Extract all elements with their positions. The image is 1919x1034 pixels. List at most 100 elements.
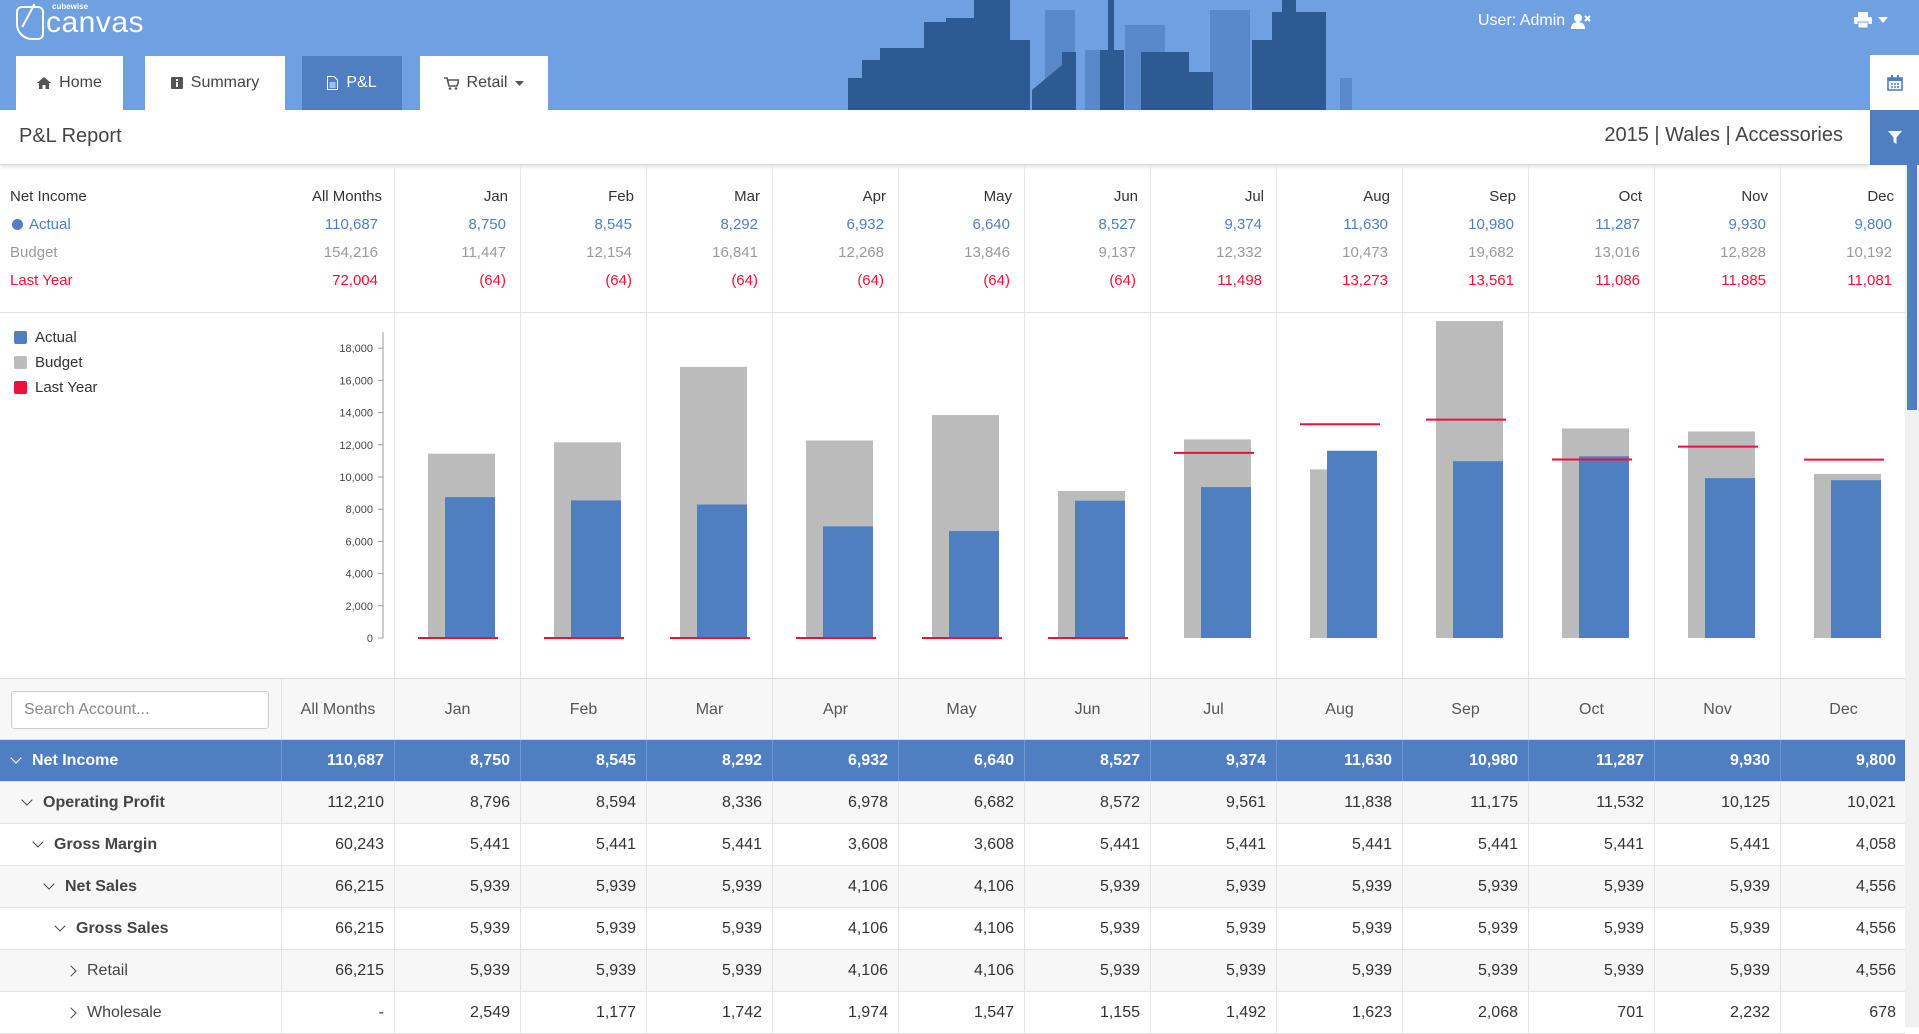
grid-month-cell[interactable]: 5,939 <box>1276 950 1402 991</box>
grid-row[interactable]: Gross Margin 60,243 5,441 5,441 5,441 3,608 3,… <box>0 824 1905 866</box>
grid-month-cell[interactable]: 5,441 <box>520 824 646 865</box>
grid-month-cell[interactable]: 1,623 <box>1276 992 1402 1033</box>
vertical-scrollbar[interactable] <box>1905 165 1919 1027</box>
grid-row[interactable]: Retail 66,215 5,939 5,939 5,939 4,106 4,106 5,9… <box>0 950 1905 992</box>
grid-month-cell[interactable]: 5,939 <box>1654 866 1780 907</box>
chevron-down-icon[interactable] <box>54 920 66 932</box>
actual-bar[interactable] <box>1075 500 1125 638</box>
actual-bar[interactable] <box>1831 480 1881 638</box>
grid-month-cell[interactable]: 5,441 <box>1654 824 1780 865</box>
grid-month-cell[interactable]: 5,441 <box>1528 824 1654 865</box>
actual-bar[interactable] <box>1705 478 1755 638</box>
grid-month-cell[interactable]: 1,492 <box>1150 992 1276 1033</box>
grid-month-cell[interactable]: 5,939 <box>1528 866 1654 907</box>
grid-month-cell[interactable]: 5,939 <box>1150 866 1276 907</box>
grid-month-cell[interactable]: 5,939 <box>520 908 646 949</box>
grid-month-cell[interactable]: 1,974 <box>772 992 898 1033</box>
grid-total-cell[interactable]: 66,215 <box>281 908 394 949</box>
grid-month-cell[interactable]: 5,939 <box>1528 950 1654 991</box>
grid-month-cell[interactable]: 5,939 <box>394 950 520 991</box>
grid-month-cell[interactable]: 5,939 <box>1654 950 1780 991</box>
grid-month-cell[interactable]: 5,939 <box>1024 908 1150 949</box>
grid-month-cell[interactable]: 11,532 <box>1528 782 1654 823</box>
chevron-down-icon[interactable] <box>10 752 22 764</box>
grid-month-cell[interactable]: 8,750 <box>394 740 520 781</box>
summary-row-label-text[interactable]: Actual <box>29 216 71 233</box>
grid-month-cell[interactable]: 8,594 <box>520 782 646 823</box>
grid-month-cell[interactable]: 2,549 <box>394 992 520 1033</box>
grid-month-cell[interactable]: 8,527 <box>1024 740 1150 781</box>
filter-button[interactable] <box>1870 110 1919 165</box>
grid-month-cell[interactable]: 5,939 <box>646 866 772 907</box>
grid-month-cell[interactable]: 678 <box>1780 992 1906 1033</box>
grid-month-cell[interactable]: 5,939 <box>646 950 772 991</box>
grid-month-cell[interactable]: 11,287 <box>1528 740 1654 781</box>
grid-month-cell[interactable]: 1,155 <box>1024 992 1150 1033</box>
grid-month-cell[interactable]: 4,106 <box>898 908 1024 949</box>
grid-month-cell[interactable]: 4,556 <box>1780 950 1906 991</box>
grid-month-cell[interactable]: 701 <box>1528 992 1654 1033</box>
grid-month-cell[interactable]: 8,545 <box>520 740 646 781</box>
actual-bar[interactable] <box>1453 461 1503 638</box>
chevron-down-icon[interactable] <box>43 878 55 890</box>
grid-month-cell[interactable]: 8,336 <box>646 782 772 823</box>
grid-month-cell[interactable]: 5,939 <box>1024 950 1150 991</box>
grid-total-cell[interactable]: 66,215 <box>281 950 394 991</box>
grid-month-cell[interactable]: 4,556 <box>1780 908 1906 949</box>
grid-month-cell[interactable]: 1,177 <box>520 992 646 1033</box>
user-menu[interactable]: User: Admin <box>1478 12 1591 30</box>
tab-summary[interactable]: Summary <box>145 56 285 110</box>
grid-month-cell[interactable]: 5,441 <box>1276 824 1402 865</box>
grid-month-cell[interactable]: 5,939 <box>394 908 520 949</box>
actual-bar[interactable] <box>823 526 873 638</box>
grid-month-cell[interactable]: 5,939 <box>1024 866 1150 907</box>
chevron-right-icon[interactable] <box>65 964 77 977</box>
chevron-right-icon[interactable] <box>65 1006 77 1019</box>
grid-month-cell[interactable]: 5,441 <box>394 824 520 865</box>
grid-month-cell[interactable]: 9,561 <box>1150 782 1276 823</box>
grid-month-cell[interactable]: 10,021 <box>1780 782 1906 823</box>
tab-retail-dropdown[interactable]: Retail <box>420 56 548 110</box>
grid-month-cell[interactable]: 9,800 <box>1780 740 1906 781</box>
grid-month-cell[interactable]: 5,939 <box>646 908 772 949</box>
calendar-button[interactable] <box>1870 55 1919 110</box>
grid-month-cell[interactable]: 5,939 <box>1150 950 1276 991</box>
grid-month-cell[interactable]: 8,292 <box>646 740 772 781</box>
actual-bar[interactable] <box>697 504 747 638</box>
grid-month-cell[interactable]: 6,682 <box>898 782 1024 823</box>
grid-month-cell[interactable]: 8,796 <box>394 782 520 823</box>
scrollbar-thumb[interactable] <box>1907 165 1917 410</box>
grid-month-cell[interactable]: 5,939 <box>1402 866 1528 907</box>
grid-month-cell[interactable]: 4,106 <box>772 908 898 949</box>
grid-month-cell[interactable]: 11,838 <box>1276 782 1402 823</box>
grid-row[interactable]: Gross Sales 66,215 5,939 5,939 5,939 4,106 4,1… <box>0 908 1905 950</box>
grid-month-cell[interactable]: 5,939 <box>1276 866 1402 907</box>
grid-month-cell[interactable]: 6,640 <box>898 740 1024 781</box>
grid-row[interactable]: Net Sales 66,215 5,939 5,939 5,939 4,106 4,106… <box>0 866 1905 908</box>
actual-bar[interactable] <box>1201 487 1251 638</box>
grid-month-cell[interactable]: 9,374 <box>1150 740 1276 781</box>
grid-month-cell[interactable]: 4,556 <box>1780 866 1906 907</box>
grid-total-cell[interactable]: 60,243 <box>281 824 394 865</box>
actual-bar[interactable] <box>571 500 621 638</box>
legend-item-budget[interactable]: Budget <box>14 350 98 375</box>
legend-item-last-year[interactable]: Last Year <box>14 375 98 400</box>
grid-month-cell[interactable]: 9,930 <box>1654 740 1780 781</box>
grid-month-cell[interactable]: 1,742 <box>646 992 772 1033</box>
print-menu[interactable] <box>1854 12 1888 28</box>
grid-total-cell[interactable]: 110,687 <box>281 740 394 781</box>
grid-month-cell[interactable]: 5,939 <box>520 950 646 991</box>
grid-month-cell[interactable]: 5,939 <box>1150 908 1276 949</box>
grid-month-cell[interactable]: 5,441 <box>1024 824 1150 865</box>
grid-month-cell[interactable]: 5,939 <box>1402 950 1528 991</box>
grid-row[interactable]: Operating Profit 112,210 8,796 8,594 8,336 6,… <box>0 782 1905 824</box>
grid-month-cell[interactable]: 11,175 <box>1402 782 1528 823</box>
grid-month-cell[interactable]: 4,106 <box>898 950 1024 991</box>
actual-bar[interactable] <box>1327 450 1377 638</box>
grid-month-cell[interactable]: 3,608 <box>898 824 1024 865</box>
grid-month-cell[interactable]: 11,630 <box>1276 740 1402 781</box>
grid-month-cell[interactable]: 4,106 <box>772 866 898 907</box>
grid-month-cell[interactable]: 5,939 <box>1276 908 1402 949</box>
tab-pnl[interactable]: P&L <box>302 56 402 110</box>
grid-month-cell[interactable]: 2,068 <box>1402 992 1528 1033</box>
